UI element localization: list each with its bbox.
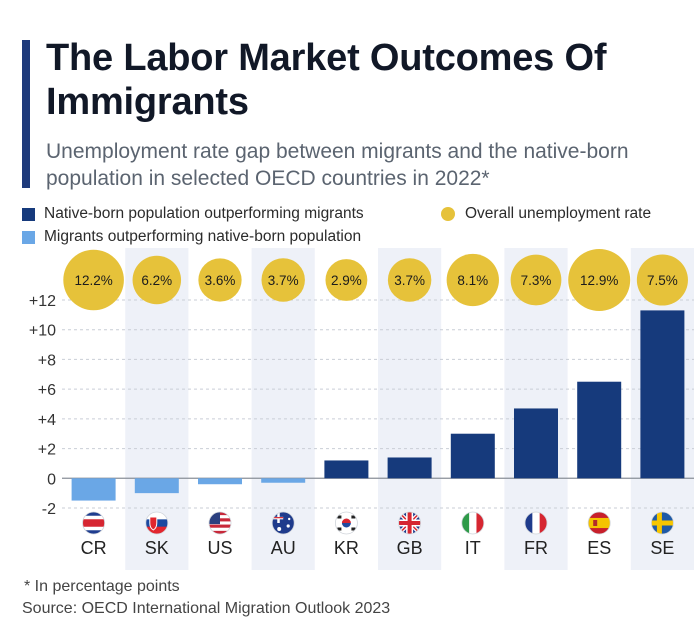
bubble-es <box>568 249 631 311</box>
x-category-label: FR <box>524 538 548 558</box>
legend-migrants: Migrants outperforming native-born popul… <box>22 228 361 246</box>
flag-cr-icon <box>82 511 105 535</box>
bubble-label: 7.5% <box>647 273 678 288</box>
y-tick-label: +12 <box>29 293 56 310</box>
bubble-gb <box>387 258 432 302</box>
bubble-label: 2.9% <box>331 273 362 288</box>
bubble-cr <box>63 249 124 311</box>
bar-au <box>261 478 306 483</box>
bubble-fr <box>510 254 562 306</box>
y-tick-label: +4 <box>38 412 56 429</box>
flag-sk-icon <box>145 511 169 535</box>
chart-subtitle: Unemployment rate gap between migrants a… <box>46 140 629 190</box>
bar-es <box>577 381 622 479</box>
x-category-label: US <box>207 538 232 558</box>
bubble-label: 3.6% <box>205 273 236 288</box>
x-category-label: ES <box>587 538 611 558</box>
legend-overall: Overall unemployment rate <box>441 205 651 223</box>
bar-us <box>198 478 242 485</box>
x-category-label: CR <box>81 538 107 558</box>
y-tick-label: 0 <box>47 471 56 488</box>
bar-se <box>640 310 685 479</box>
x-category-label: IT <box>465 538 481 558</box>
y-tick-label: +10 <box>29 323 56 340</box>
flag-us-icon <box>208 511 232 535</box>
flag-it-icon <box>461 511 485 535</box>
bar-sk <box>134 478 179 494</box>
footnote: * In percentage points <box>24 578 180 595</box>
bubble-label: 12.9% <box>580 273 618 288</box>
y-tick-label: -2 <box>42 501 56 518</box>
flag-se-icon <box>651 511 674 535</box>
x-category-label: KR <box>334 538 359 558</box>
bubble-au <box>261 258 305 302</box>
bubble-label: 7.3% <box>521 273 552 288</box>
chart-title: The Labor Market Outcomes Of Immigrants <box>46 37 607 123</box>
bubble-label: 12.2% <box>74 273 112 288</box>
x-category-label: SE <box>650 538 674 558</box>
y-tick-label: +8 <box>38 352 56 369</box>
bubble-kr <box>325 259 368 301</box>
accent-bar <box>22 40 30 188</box>
legend-native-label: Native-born population outperforming mig… <box>44 205 364 222</box>
bar-gb <box>387 457 432 479</box>
bubble-label: 3.7% <box>268 273 299 288</box>
flag-kr-icon <box>334 511 358 535</box>
legend-overall-swatch <box>441 207 455 221</box>
legend-overall-label: Overall unemployment rate <box>465 205 652 222</box>
bar-fr <box>514 408 558 479</box>
bubble-label: 3.7% <box>394 273 425 288</box>
y-tick-label: +6 <box>38 382 56 399</box>
flag-au-icon <box>271 511 295 535</box>
legend-migrants-swatch <box>22 230 35 244</box>
bar-cr <box>71 478 116 501</box>
flag-gb-icon <box>398 511 422 535</box>
legend-native-swatch <box>22 207 35 221</box>
x-category-label: AU <box>271 538 296 558</box>
source-note: Source: OECD International Migration Out… <box>22 600 391 617</box>
y-tick-label: +2 <box>38 442 56 459</box>
bubble-sk <box>132 255 182 305</box>
bubble-us <box>198 258 242 302</box>
flag-es-icon <box>587 511 611 535</box>
bubble-se <box>636 254 688 306</box>
bubble-label: 8.1% <box>457 273 488 288</box>
bar-kr <box>324 460 369 479</box>
x-category-label: SK <box>145 538 169 558</box>
legend-native: Native-born population outperforming mig… <box>22 205 364 223</box>
x-category-label: GB <box>397 538 423 558</box>
bar-chart: -2 0 +2 +4 +6 +8 +10 +12 12.2% 6.2% 3.6% 3.7% 2.9% 3.… <box>29 248 694 570</box>
bubble-it <box>446 253 499 307</box>
legend-migrants-label: Migrants outperforming native-born popul… <box>44 228 362 245</box>
bubble-label: 6.2% <box>141 273 172 288</box>
bar-it <box>450 433 495 479</box>
flag-fr-icon <box>524 511 548 535</box>
